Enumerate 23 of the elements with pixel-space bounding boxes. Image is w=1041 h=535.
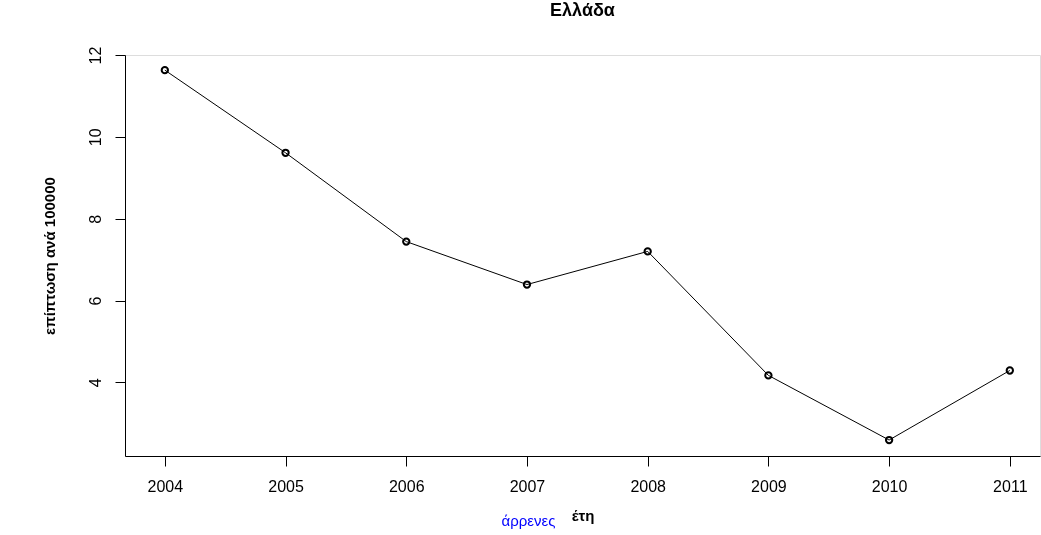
x-tick-label: 2006 <box>388 477 425 495</box>
y-tick-label: 6 <box>86 296 104 306</box>
x-tick-label: 2010 <box>871 477 908 495</box>
point <box>402 237 411 246</box>
x-tick-label: 2011 <box>993 477 1028 495</box>
y-tick-label: 4 <box>86 378 104 388</box>
point <box>522 280 532 289</box>
y-tick-label: 10 <box>86 128 104 147</box>
x-tick-label: 2007 <box>509 477 546 495</box>
x-axis-title: έτη <box>571 506 595 524</box>
y-tick-label: 8 <box>86 214 104 224</box>
text: άρρενες <box>501 512 556 529</box>
y-tick-label: 12 <box>86 46 104 65</box>
point <box>884 435 894 445</box>
chart-title: Ελλάδα <box>550 0 615 21</box>
y-axis-title: επίπτωση ανά 100000 <box>40 177 58 335</box>
x-tick-label: 2008 <box>630 477 667 495</box>
x-tick-label: 2005 <box>268 477 304 495</box>
point <box>764 371 773 380</box>
x-tick-label: 2004 <box>147 477 184 495</box>
point <box>643 247 652 256</box>
x-tick-label: 2009 <box>751 477 787 495</box>
point <box>281 148 290 157</box>
